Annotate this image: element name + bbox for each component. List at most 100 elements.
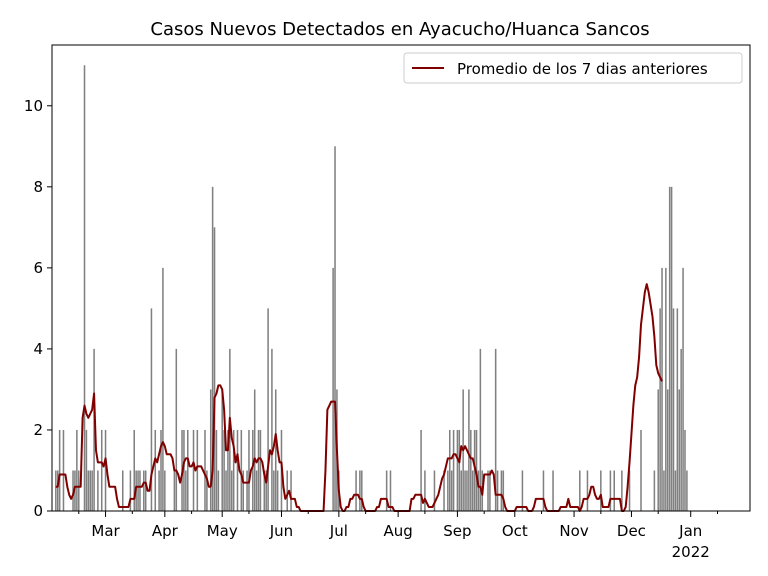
bar [494,348,497,511]
bar [160,429,162,511]
bar [653,470,656,511]
bar [496,470,499,511]
bar [686,470,688,511]
legend: Promedio de los 7 dias anteriores [403,52,743,84]
bar [355,470,357,511]
bar [663,470,665,511]
bar [211,186,214,511]
bar [471,470,474,511]
y-tick-label: 0 [33,502,43,520]
bar [640,429,642,511]
bar [209,389,212,511]
bar [173,470,176,511]
bar [477,470,480,511]
bar [609,470,612,511]
bar [206,470,208,511]
legend-entry-label: Promedio de los 7 dias anteriores [457,60,708,78]
bar [76,429,78,511]
bar [215,429,218,511]
bar [154,429,157,511]
bar [192,429,195,511]
bar [628,470,631,511]
bar [489,470,491,511]
y-tick-label: 2 [33,421,43,439]
bar [240,429,243,511]
bar [185,470,187,511]
bar [385,470,388,511]
bar [78,470,80,511]
bar [502,470,505,511]
bar [359,470,361,511]
bar [137,470,139,511]
bar [257,429,260,511]
bar [248,429,250,511]
bar [552,470,554,511]
bar [255,470,258,511]
bar [600,470,602,511]
bar [613,470,615,511]
bar [470,429,472,511]
x-tick-year-label: 2022 [672,543,710,561]
x-tick-label: Nov [559,522,588,540]
bar [433,470,436,511]
bar [139,470,141,511]
bar [271,348,273,511]
plot-frame [51,44,751,512]
bar [236,429,239,511]
avg-line [55,283,663,512]
bar [661,267,663,511]
bar [259,429,262,511]
bar [468,389,470,511]
bar [158,470,160,511]
bar [100,429,103,511]
bar [129,470,132,511]
bar [290,470,292,511]
bar [58,429,61,511]
bar [684,429,686,511]
bar [621,470,623,511]
bar [286,470,288,511]
bar [253,389,256,511]
bar [225,470,227,511]
y-tick-label: 10 [24,97,43,115]
bar [500,470,503,511]
x-tick-label: Apr [152,522,179,540]
bar [274,389,277,511]
bar [273,470,275,511]
bar [217,470,220,511]
bar [144,470,147,511]
x-tick-label: Oct [502,522,528,540]
x-tick-label: Mar [91,522,120,540]
x-tick-label: Jun [269,522,293,540]
bar [89,470,92,511]
bar [85,429,88,511]
bar [586,470,589,511]
bar [204,429,206,511]
bar [232,429,235,511]
bar [62,429,65,511]
chart-title: Casos Nuevos Detectados en Ayacucho/Huan… [150,19,649,40]
bar [680,348,682,511]
legend-box [403,52,743,84]
bar [121,470,124,511]
bar [187,429,189,511]
bar [183,429,185,511]
bar [678,389,681,511]
bar [221,389,223,511]
bar [672,308,675,511]
bar [230,470,233,511]
bar [682,267,684,511]
bar [104,429,107,511]
bar [252,429,254,511]
bar [267,308,269,511]
bar [668,186,671,511]
x-tick-label: Sep [443,522,471,540]
bar [424,470,426,511]
bar [452,429,455,511]
bar [164,470,166,511]
x-tick-label: May [207,522,238,540]
bar [242,470,244,511]
bar [389,470,392,511]
bar [196,429,199,511]
